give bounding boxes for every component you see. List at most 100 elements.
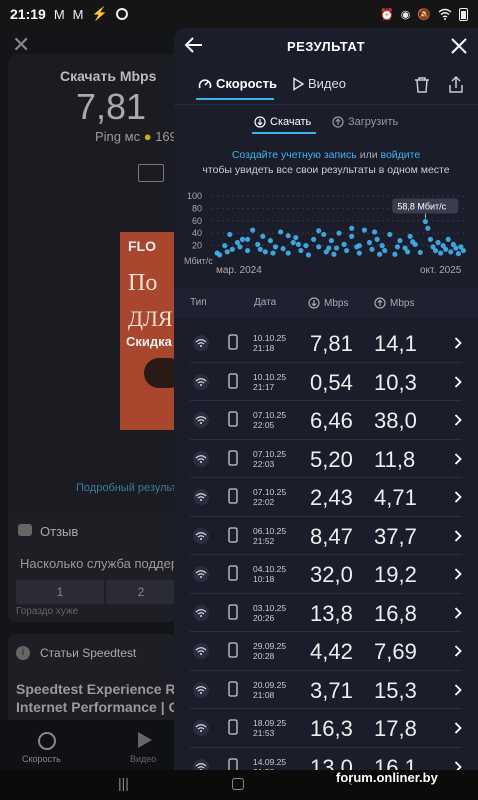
chart-point: [222, 243, 228, 249]
result-row[interactable]: 03.10.25 20:26 13,8 16,8: [190, 594, 462, 632]
nav-back-icon[interactable]: ‹: [348, 773, 353, 789]
result-row[interactable]: 04.10.25 10:18 32,0 19,2: [190, 555, 462, 594]
feedback-option-1[interactable]: 1: [16, 580, 104, 604]
chevron-right-icon[interactable]: [454, 529, 462, 542]
tabs-divider: [174, 104, 478, 105]
wifi-icon: [192, 527, 210, 544]
status-time: 21:19: [10, 6, 46, 22]
result-row[interactable]: 18.09.25 21:53 16,3 17,8: [190, 709, 462, 748]
close-icon[interactable]: [450, 37, 468, 55]
phone-icon: [228, 411, 238, 427]
result-row[interactable]: 06.10.25 21:52 8,47 37,7: [190, 517, 462, 555]
phone-icon: [228, 488, 238, 504]
phone-icon: [228, 680, 238, 697]
feedback-option-2[interactable]: 2: [106, 580, 176, 604]
feedback-title: Отзыв: [40, 524, 79, 539]
chart-point: [239, 236, 246, 242]
phone-icon: [228, 334, 238, 350]
tab-speed-label: Скорость: [216, 76, 277, 91]
result-date: 04.10.25 10:18: [253, 564, 287, 584]
chart-point: [321, 231, 327, 238]
chart-point: [435, 239, 441, 246]
result-row[interactable]: 14.09.25 21:58 13,0 16,1: [190, 748, 462, 771]
chart-point: [453, 245, 459, 251]
chart-point: [217, 252, 223, 258]
background-tab-speed[interactable]: Скорость: [22, 754, 61, 764]
chevron-right-icon[interactable]: [454, 722, 462, 734]
home-icon[interactable]: [232, 778, 244, 790]
tab-video[interactable]: Видео: [292, 76, 346, 91]
promo-or: или: [356, 149, 381, 161]
system-navigation-bar: [0, 770, 478, 800]
header-type: Тип: [190, 297, 207, 308]
chevron-right-icon[interactable]: [454, 375, 462, 388]
chevron-right-icon[interactable]: [454, 491, 462, 503]
speedometer-icon: [198, 77, 212, 91]
chevron-right-icon[interactable]: [454, 568, 462, 580]
chart-point: [341, 241, 347, 247]
toggle-upload-label: Загрузить: [348, 116, 399, 128]
chevron-right-icon[interactable]: [454, 337, 462, 349]
result-download: 8,47: [310, 523, 353, 549]
tab-speed[interactable]: Скорость: [198, 76, 277, 91]
result-row[interactable]: 10.10.25 21:17 0,54 10,3: [190, 363, 462, 401]
recent-apps-icon[interactable]: |||: [118, 775, 129, 791]
toggle-upload[interactable]: Загрузить: [332, 116, 398, 128]
articles-headline[interactable]: Speedtest Experience R Internet Performan…: [16, 681, 179, 715]
chevron-right-icon[interactable]: [454, 645, 462, 657]
result-row[interactable]: 07.10.25 22:05 6,46 38,0: [190, 401, 462, 440]
result-date: 10.10.25 21:18: [253, 333, 287, 353]
chart-point: [303, 243, 309, 249]
back-arrow-icon[interactable]: [184, 36, 204, 54]
chevron-right-icon[interactable]: [454, 683, 462, 696]
result-row[interactable]: 07.10.25 22:03 5,20 11,8: [190, 440, 462, 478]
result-upload: 19,2: [374, 562, 417, 587]
phone-icon: [228, 565, 238, 581]
result-upload: 7,69: [374, 639, 417, 664]
detailed-results-link[interactable]: Подробный результ: [76, 482, 177, 494]
result-row[interactable]: 29.09.25 20:28 4,42 7,69: [190, 632, 462, 671]
result-row[interactable]: 07.10.25 22:02 2,43 4,71: [190, 478, 462, 517]
result-tabs: Скорость Видео: [174, 68, 478, 100]
result-row[interactable]: 10.10.25 21:18 7,81 14,1: [190, 324, 462, 363]
chevron-right-icon[interactable]: [454, 760, 462, 770]
chart-tooltip: 58,8 Мбит/с: [392, 198, 459, 219]
background-download-label: Скачать Mbps: [60, 68, 157, 84]
background-ping: Ping мс ● 169: [95, 129, 177, 144]
result-download: 13,8: [310, 600, 353, 626]
chart-point: [255, 241, 261, 247]
trash-icon[interactable]: [414, 76, 430, 94]
result-download: 2,43: [310, 485, 353, 510]
info-icon: i: [16, 646, 30, 660]
phone-icon: [228, 642, 238, 658]
chart-y-tick: 40: [192, 228, 202, 238]
chart-point: [417, 249, 423, 256]
chevron-right-icon[interactable]: [454, 452, 462, 465]
chart-point: [316, 228, 322, 234]
login-link[interactable]: войдите: [380, 149, 421, 161]
background-close-icon[interactable]: ✕: [12, 32, 31, 57]
toggle-download[interactable]: Скачать: [254, 116, 311, 128]
chevron-right-icon[interactable]: [454, 414, 462, 426]
chart-y-label: Мбит/с: [184, 256, 213, 266]
wifi-status-icon: [438, 8, 452, 20]
result-date: 14.09.25 21:58: [253, 756, 287, 771]
chevron-right-icon[interactable]: [454, 606, 462, 619]
chart-point: [425, 225, 431, 231]
notification-icon-m2: M: [72, 6, 84, 22]
result-download: 3,71: [310, 677, 353, 703]
result-download: 5,20: [310, 446, 353, 472]
chart-point: [407, 233, 413, 239]
location-icon: ◉: [400, 8, 411, 21]
background-tab-video[interactable]: Видео: [130, 754, 157, 764]
share-icon[interactable]: [448, 76, 464, 94]
chart-x-end-label: окт. 2025: [420, 265, 462, 276]
tab-video-label: Видео: [308, 76, 346, 91]
create-account-link[interactable]: Создайте учетную запись: [231, 149, 357, 161]
result-row[interactable]: 20.09.25 21:08 3,71 15,3: [190, 671, 462, 709]
chart-point: [316, 244, 322, 250]
chart-y-tick: 100: [187, 191, 202, 201]
chart-point: [257, 246, 263, 252]
results-table-header: Тип Дата Mbps Mbps: [174, 288, 478, 318]
chart-point: [387, 231, 393, 238]
